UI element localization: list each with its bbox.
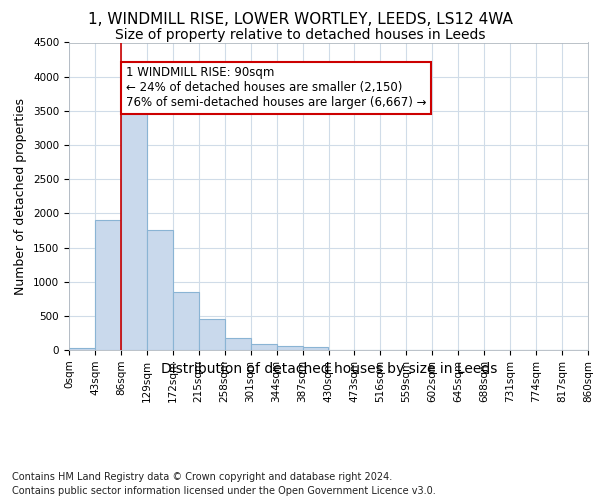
Y-axis label: Number of detached properties: Number of detached properties	[14, 98, 28, 294]
Bar	[69, 348, 95, 350]
Text: Size of property relative to detached houses in Leeds: Size of property relative to detached ho…	[115, 28, 485, 42]
Text: 1 WINDMILL RISE: 90sqm
← 24% of detached houses are smaller (2,150)
76% of semi-: 1 WINDMILL RISE: 90sqm ← 24% of detached…	[126, 66, 426, 110]
Bar	[95, 220, 121, 350]
Text: 1, WINDMILL RISE, LOWER WORTLEY, LEEDS, LS12 4WA: 1, WINDMILL RISE, LOWER WORTLEY, LEEDS, …	[88, 12, 512, 28]
Bar	[121, 111, 147, 350]
Bar	[302, 348, 329, 350]
Text: Contains public sector information licensed under the Open Government Licence v3: Contains public sector information licen…	[12, 486, 436, 496]
Text: Contains HM Land Registry data © Crown copyright and database right 2024.: Contains HM Land Registry data © Crown c…	[12, 472, 392, 482]
Bar	[224, 338, 251, 350]
Bar	[199, 320, 224, 350]
Bar	[147, 230, 173, 350]
Bar	[251, 344, 277, 350]
Text: Distribution of detached houses by size in Leeds: Distribution of detached houses by size …	[161, 362, 497, 376]
Bar	[173, 292, 199, 350]
Bar	[277, 346, 302, 350]
